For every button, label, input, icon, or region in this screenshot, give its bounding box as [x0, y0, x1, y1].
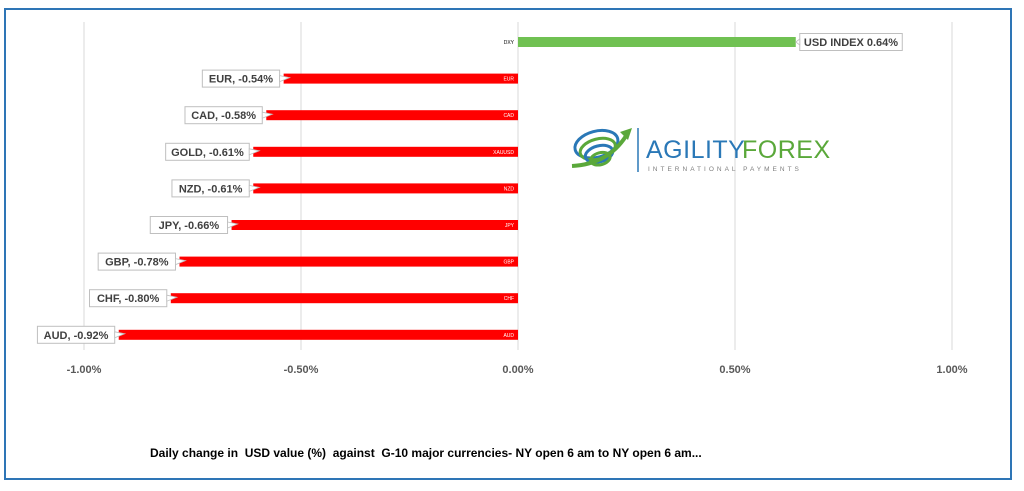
x-tick-label: -0.50%	[284, 364, 319, 376]
globe-swirl-icon	[573, 128, 620, 160]
data-label: CAD, -0.58%	[191, 110, 256, 122]
data-label-pointer	[248, 184, 261, 192]
arrow-head-icon	[620, 128, 632, 140]
data-label: GBP, -0.78%	[105, 257, 169, 269]
data-label-pointer	[795, 38, 801, 46]
data-label-pointer	[279, 75, 292, 83]
category-label: JPY	[505, 223, 515, 229]
bar	[283, 73, 518, 84]
category-label: GBP	[503, 260, 514, 266]
bar	[266, 110, 518, 121]
bar	[118, 329, 518, 340]
data-label: GOLD, -0.61%	[171, 147, 244, 159]
data-label-pointer	[114, 331, 127, 339]
data-label: USD INDEX 0.64%	[804, 37, 898, 49]
x-tick-label: 1.00%	[936, 364, 967, 376]
logo-tagline: INTERNATIONAL PAYMENTS	[648, 166, 802, 173]
category-label: CAD	[503, 113, 514, 119]
data-label-pointer	[261, 111, 274, 119]
bar	[253, 146, 518, 157]
data-label-pointer	[175, 258, 187, 266]
arrow-icon	[571, 134, 628, 168]
category-label: XAUUSD	[493, 150, 514, 156]
bar	[518, 37, 796, 47]
category-label: CHF	[504, 296, 514, 302]
data-label: CHF, -0.80%	[97, 293, 160, 305]
logo-brand-right: FOREX	[742, 136, 831, 164]
chart-frame	[4, 8, 1012, 480]
x-tick-label: 0.50%	[719, 364, 750, 376]
category-label: AUD	[503, 333, 514, 339]
data-label: JPY, -0.66%	[159, 220, 220, 232]
bar	[170, 293, 519, 304]
x-tick-label: 0.00%	[502, 364, 533, 376]
category-label: NZD	[504, 186, 515, 192]
bar	[231, 220, 518, 230]
category-label: EUR	[503, 77, 514, 83]
data-label: NZD, -0.61%	[179, 183, 243, 195]
logo-brand-left: AGILITY	[646, 136, 745, 164]
data-label-pointer	[166, 294, 179, 302]
bar	[253, 183, 518, 194]
data-label: EUR, -0.54%	[209, 74, 273, 86]
category-label: DXY	[504, 40, 515, 46]
bar	[179, 256, 519, 267]
chart-caption: Daily change in USD value (%) against G-…	[150, 446, 702, 460]
data-label: AUD, -0.92%	[44, 330, 109, 342]
x-tick-label: -1.00%	[67, 364, 102, 376]
data-label-pointer	[248, 148, 261, 156]
data-label-pointer	[227, 221, 239, 229]
